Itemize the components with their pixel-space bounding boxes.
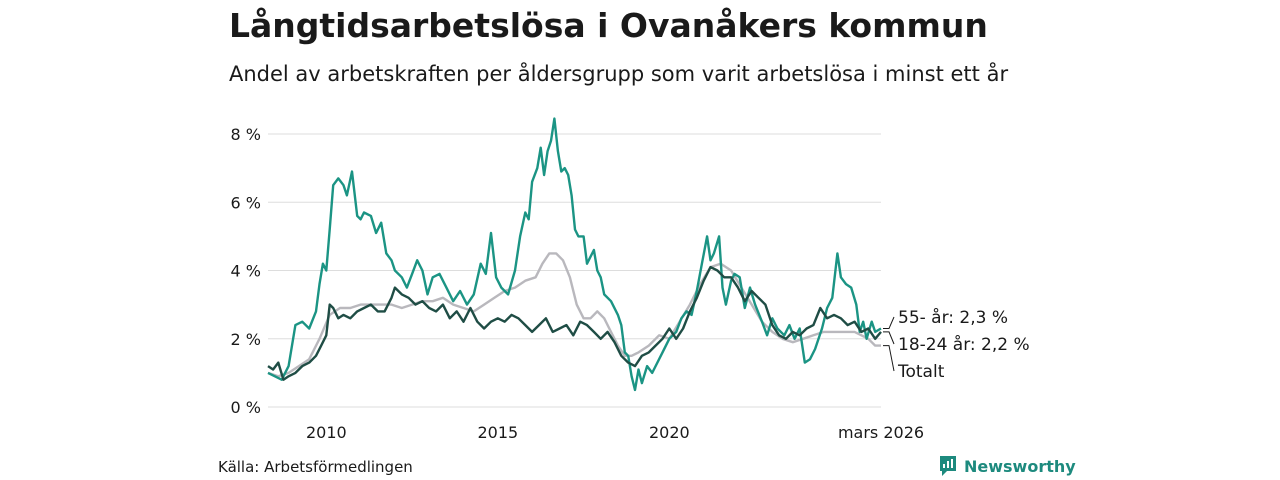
end-labels: 55- år: 2,3 % 18-24 år: 2,2 % Totalt: [883, 307, 1030, 382]
chart-subtitle: Andel av arbetskraften per åldersgrupp s…: [229, 62, 1009, 86]
series-lines: [267, 117, 882, 392]
source-note: Källa: Arbetsförmedlingen: [218, 458, 413, 476]
y-tick-label: 0 %: [231, 398, 261, 417]
x-tick-label: 2020: [649, 423, 690, 442]
newsworthy-logo-icon: [940, 456, 956, 476]
series-line-55-r: [267, 117, 882, 392]
series-end-label: Totalt: [897, 362, 945, 382]
y-tick-label: 2 %: [231, 330, 261, 349]
x-tick-label: mars 2026: [838, 423, 924, 442]
y-tick-label: 6 %: [231, 193, 261, 212]
brand-logo[interactable]: Newsworthy: [938, 455, 1076, 477]
y-axis-ticks: 0 % 2 % 4 % 6 % 8 %: [231, 125, 261, 417]
series-line-18-24-r: [267, 265, 882, 381]
x-tick-label: 2015: [477, 423, 518, 442]
x-axis-ticks: 2010 2015 2020 mars 2026: [306, 423, 924, 442]
series-line-totalt: [267, 252, 881, 378]
x-tick-label: 2010: [306, 423, 347, 442]
y-tick-label: 8 %: [231, 125, 261, 144]
label-leader-line: [883, 316, 895, 330]
label-leader-line: [883, 331, 895, 345]
series-end-label: 18-24 år: 2,2 %: [898, 334, 1030, 355]
chart-title: Långtidsarbetslösa i Ovanåkers kommun: [229, 6, 988, 45]
y-tick-label: 4 %: [231, 262, 261, 281]
brand-name: Newsworthy: [964, 456, 1076, 476]
label-leader-line: [883, 345, 895, 372]
series-end-label: 55- år: 2,3 %: [898, 307, 1008, 328]
grid-lines: [268, 133, 881, 408]
